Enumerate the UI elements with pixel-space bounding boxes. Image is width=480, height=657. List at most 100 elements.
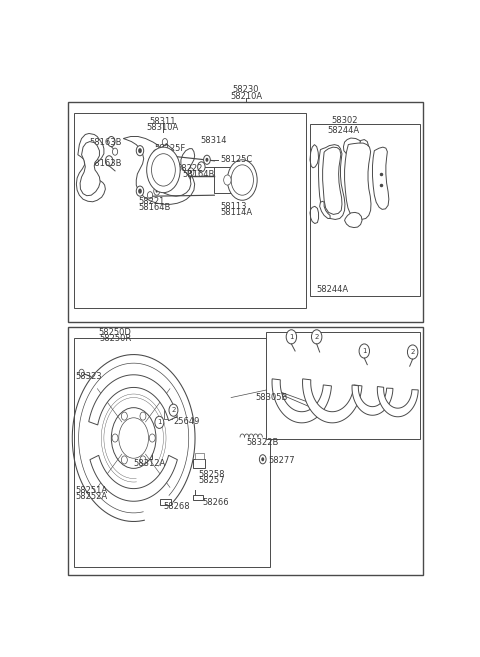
Circle shape bbox=[149, 434, 155, 442]
Text: 58125C: 58125C bbox=[220, 155, 252, 164]
Circle shape bbox=[231, 165, 253, 195]
Bar bbox=[266, 332, 420, 439]
Bar bbox=[130, 452, 152, 459]
Text: 58302: 58302 bbox=[332, 116, 358, 125]
Polygon shape bbox=[319, 145, 345, 219]
Bar bbox=[193, 459, 205, 468]
Text: 58250R: 58250R bbox=[99, 334, 131, 343]
Polygon shape bbox=[352, 385, 393, 415]
Circle shape bbox=[228, 160, 257, 200]
Text: 2: 2 bbox=[314, 334, 319, 340]
Circle shape bbox=[79, 369, 84, 376]
Bar bbox=[367, 407, 377, 414]
Circle shape bbox=[408, 345, 418, 359]
Circle shape bbox=[140, 412, 146, 420]
Circle shape bbox=[147, 192, 153, 198]
Circle shape bbox=[155, 417, 164, 428]
Polygon shape bbox=[345, 143, 371, 219]
Circle shape bbox=[121, 456, 127, 464]
Circle shape bbox=[204, 155, 210, 164]
Circle shape bbox=[261, 457, 264, 461]
Text: 1: 1 bbox=[362, 348, 367, 354]
Polygon shape bbox=[89, 374, 177, 425]
Circle shape bbox=[259, 455, 266, 464]
Text: 58230: 58230 bbox=[233, 85, 259, 94]
Text: 58210A: 58210A bbox=[230, 91, 262, 101]
Polygon shape bbox=[323, 147, 342, 214]
Polygon shape bbox=[320, 201, 330, 219]
Circle shape bbox=[312, 330, 322, 344]
Text: 2: 2 bbox=[171, 407, 176, 413]
Text: 58322B: 58322B bbox=[246, 438, 278, 447]
Circle shape bbox=[119, 418, 148, 459]
Circle shape bbox=[136, 146, 144, 156]
Text: 58221: 58221 bbox=[138, 197, 165, 206]
Circle shape bbox=[156, 190, 158, 193]
Circle shape bbox=[136, 186, 144, 196]
Polygon shape bbox=[90, 455, 177, 501]
Bar bbox=[160, 499, 171, 505]
Polygon shape bbox=[302, 379, 362, 423]
Text: 58252A: 58252A bbox=[76, 491, 108, 501]
Bar bbox=[68, 327, 423, 575]
Bar bbox=[215, 168, 231, 193]
Text: 58125F: 58125F bbox=[155, 144, 186, 152]
Text: 58266: 58266 bbox=[202, 498, 229, 507]
Bar bbox=[74, 113, 305, 307]
Text: 58244A: 58244A bbox=[317, 285, 349, 294]
Circle shape bbox=[190, 170, 192, 173]
Circle shape bbox=[138, 148, 142, 153]
Text: 58164B: 58164B bbox=[138, 204, 170, 212]
Circle shape bbox=[112, 148, 118, 155]
Circle shape bbox=[169, 404, 178, 417]
Bar bbox=[131, 459, 139, 464]
Polygon shape bbox=[123, 137, 195, 204]
Text: 58251A: 58251A bbox=[76, 486, 108, 495]
Circle shape bbox=[140, 456, 146, 464]
Circle shape bbox=[198, 162, 205, 172]
Text: 2: 2 bbox=[410, 349, 415, 355]
Circle shape bbox=[154, 187, 160, 195]
Text: 58305B: 58305B bbox=[256, 393, 288, 402]
Text: 58163B: 58163B bbox=[89, 159, 121, 168]
Text: 58311: 58311 bbox=[149, 118, 176, 126]
Circle shape bbox=[147, 147, 180, 193]
Circle shape bbox=[111, 407, 156, 468]
Text: 58244A: 58244A bbox=[328, 126, 360, 135]
Circle shape bbox=[188, 168, 194, 176]
Polygon shape bbox=[80, 141, 100, 196]
Circle shape bbox=[152, 154, 175, 186]
Circle shape bbox=[359, 344, 370, 358]
Text: 58258: 58258 bbox=[198, 470, 225, 479]
Circle shape bbox=[106, 156, 113, 166]
Text: 58114A: 58114A bbox=[221, 208, 253, 217]
Text: 58310A: 58310A bbox=[146, 124, 179, 133]
Circle shape bbox=[162, 139, 168, 146]
Text: 1: 1 bbox=[289, 334, 294, 340]
Polygon shape bbox=[377, 386, 418, 417]
Text: 58163B: 58163B bbox=[89, 138, 121, 147]
Text: 58257: 58257 bbox=[198, 476, 225, 485]
Polygon shape bbox=[344, 138, 362, 155]
Circle shape bbox=[112, 434, 118, 442]
Circle shape bbox=[121, 412, 127, 420]
Polygon shape bbox=[345, 212, 362, 227]
Text: 58222: 58222 bbox=[176, 164, 203, 173]
Circle shape bbox=[138, 189, 142, 194]
Polygon shape bbox=[282, 392, 316, 406]
Bar bbox=[310, 124, 420, 296]
Circle shape bbox=[108, 137, 115, 147]
Polygon shape bbox=[272, 379, 332, 423]
Text: 58312A: 58312A bbox=[133, 459, 165, 468]
Text: 58268: 58268 bbox=[163, 503, 190, 511]
Polygon shape bbox=[372, 147, 389, 210]
Circle shape bbox=[161, 148, 165, 154]
Bar bbox=[195, 453, 204, 459]
Circle shape bbox=[224, 175, 231, 185]
Text: 58277: 58277 bbox=[268, 456, 295, 464]
Bar bbox=[164, 410, 172, 419]
Text: 58323: 58323 bbox=[76, 373, 102, 381]
Text: 58314: 58314 bbox=[201, 136, 227, 145]
Text: 58164B: 58164B bbox=[182, 170, 215, 179]
Text: 1: 1 bbox=[157, 419, 162, 425]
